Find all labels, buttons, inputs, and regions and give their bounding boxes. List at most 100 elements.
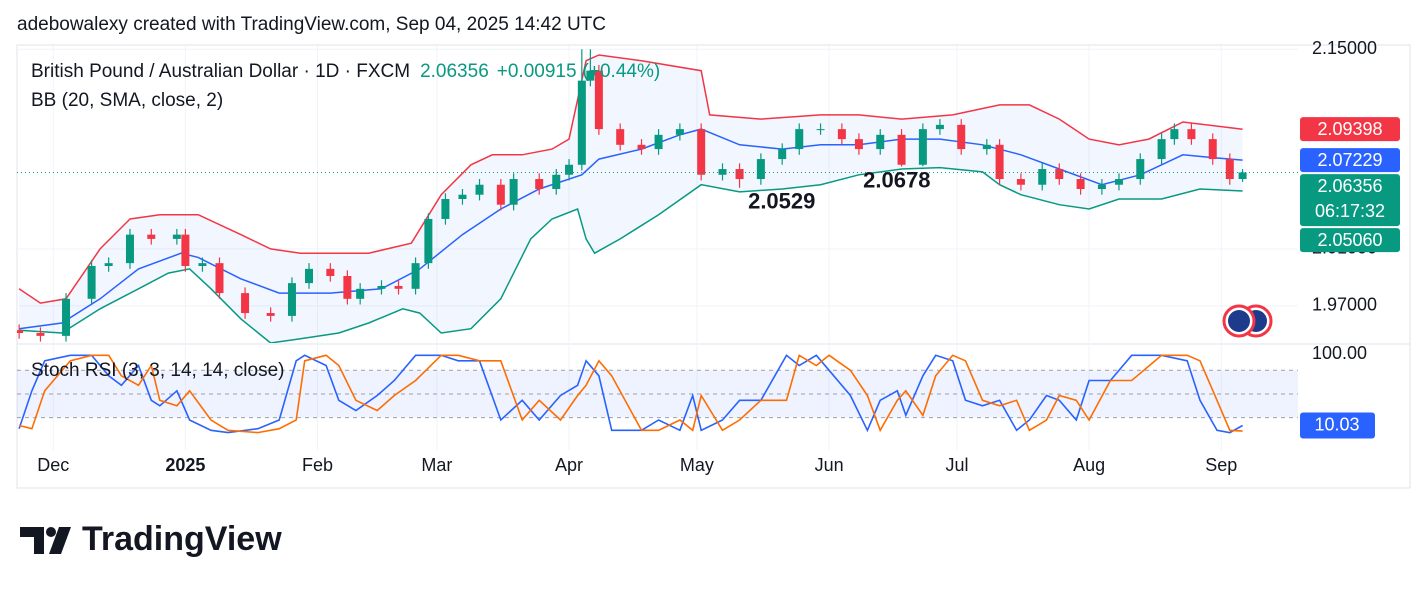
legend-change: +0.00915 bbox=[497, 61, 577, 82]
candle-body bbox=[795, 129, 804, 150]
candle-body bbox=[637, 144, 646, 150]
annotation: 2.0678 bbox=[863, 167, 930, 192]
candle-body bbox=[1038, 169, 1047, 185]
candle-body bbox=[1187, 129, 1196, 140]
price-badge bbox=[1300, 148, 1400, 173]
candle-body bbox=[411, 263, 420, 289]
bb-line bbox=[18, 54, 1243, 304]
x-tick-label: Sep bbox=[1205, 455, 1237, 475]
candle-body bbox=[509, 179, 518, 205]
x-tick-label: Aug bbox=[1073, 455, 1105, 475]
candle-body bbox=[897, 134, 906, 165]
candle-body bbox=[287, 283, 296, 316]
candle-body bbox=[441, 198, 450, 219]
flags bbox=[1222, 304, 1273, 338]
candle-body bbox=[475, 184, 484, 195]
bb-line bbox=[19, 166, 1243, 343]
candle-body bbox=[616, 129, 625, 145]
x-tick-label: 2025 bbox=[165, 455, 205, 475]
stoch-badge-label: 10.03 bbox=[1314, 414, 1359, 434]
price-pane bbox=[17, 45, 1298, 343]
candle-body bbox=[125, 234, 134, 264]
candle-body bbox=[424, 218, 433, 264]
price-badge bbox=[1300, 174, 1400, 227]
price-countdown: 06:17:32 bbox=[1315, 201, 1385, 221]
logo: TradingView bbox=[20, 520, 282, 558]
candle-body bbox=[957, 124, 966, 150]
candle-body bbox=[147, 234, 156, 239]
stoch-line bbox=[18, 354, 1243, 434]
candle-body bbox=[496, 184, 505, 205]
candle-body bbox=[756, 159, 765, 180]
candle-body bbox=[326, 268, 335, 276]
candle-body bbox=[1157, 139, 1166, 160]
candle-body bbox=[356, 288, 365, 299]
candle-body bbox=[241, 293, 250, 314]
candle-body bbox=[198, 263, 207, 267]
candle-body bbox=[552, 174, 561, 190]
y-tick-label: 1.97000 bbox=[1312, 295, 1377, 315]
candle-body bbox=[565, 164, 574, 175]
stoch-pane bbox=[17, 345, 1298, 450]
candle-body bbox=[1225, 159, 1234, 180]
candle-body bbox=[172, 234, 181, 239]
candle-body bbox=[654, 134, 663, 150]
candle-body bbox=[586, 70, 595, 81]
candle-body bbox=[343, 275, 352, 299]
header: adebowalexy created with TradingView.com… bbox=[17, 14, 606, 35]
candle-body bbox=[718, 169, 727, 175]
candle-body bbox=[1097, 184, 1106, 190]
candle-body bbox=[918, 129, 927, 165]
candle-body bbox=[87, 266, 96, 299]
stoch-title: Stoch RSI (3, 3, 14, 14, close) bbox=[31, 360, 284, 381]
stoch-badge bbox=[1300, 412, 1375, 439]
candle-body bbox=[697, 129, 706, 175]
candle-body bbox=[935, 124, 944, 130]
x-tick-label: Feb bbox=[302, 455, 333, 475]
candle-body bbox=[36, 333, 45, 336]
candle-body bbox=[62, 298, 71, 336]
candle-body bbox=[1016, 179, 1025, 185]
candle-body bbox=[995, 144, 1004, 180]
price-badge-label: 2.05060 bbox=[1317, 230, 1382, 250]
candle-body bbox=[181, 234, 190, 267]
x-tick-label: Mar bbox=[421, 455, 452, 475]
legend-percent: (+0.44%) bbox=[583, 61, 661, 82]
price-badge bbox=[1300, 117, 1400, 142]
candle-body bbox=[1076, 179, 1085, 190]
logo-text: TradingView bbox=[82, 520, 282, 558]
overlay: Dec 2025 Feb Mar Apr May Jun Jul Aug Sep 2.15000 2.… bbox=[31, 38, 1400, 475]
candle-body bbox=[305, 268, 314, 284]
candle-body bbox=[1208, 139, 1217, 160]
candle-body bbox=[675, 129, 684, 135]
candle-body bbox=[778, 149, 787, 160]
price-badge-label: 2.07229 bbox=[1317, 150, 1382, 170]
bb-title: BB (20, SMA, close, 2) bbox=[31, 90, 223, 111]
price-badge-label: 2.09398 bbox=[1317, 119, 1382, 139]
candle-body bbox=[577, 80, 586, 165]
y-tick-label: 2.15000 bbox=[1312, 38, 1377, 58]
x-tick-label: Jul bbox=[945, 455, 968, 475]
candle-body bbox=[982, 144, 991, 150]
x-tick-label: Jun bbox=[815, 455, 844, 475]
stoch-line bbox=[18, 354, 1243, 434]
price-badge-label: 2.06356 bbox=[1317, 176, 1382, 196]
candle-body bbox=[17, 330, 24, 334]
x-tick-label: Dec bbox=[37, 455, 69, 475]
candle-body bbox=[837, 129, 846, 140]
candle-body bbox=[394, 285, 403, 289]
candle-body bbox=[377, 285, 386, 289]
candle-body bbox=[104, 263, 113, 267]
candle-body bbox=[458, 194, 467, 199]
candle-body bbox=[876, 134, 885, 150]
candle-body bbox=[535, 179, 544, 190]
candle-body bbox=[1114, 179, 1123, 185]
candle-body bbox=[1136, 159, 1145, 180]
legend-price: 2.06356 bbox=[420, 61, 489, 82]
candle-body bbox=[266, 313, 275, 316]
candle-body bbox=[854, 139, 863, 150]
legend-title: British Pound / Australian Dollar · 1D ·… bbox=[31, 61, 410, 82]
stoch-tick-label: 100.00 bbox=[1312, 343, 1367, 363]
annotation: 2.0529 bbox=[748, 189, 815, 214]
